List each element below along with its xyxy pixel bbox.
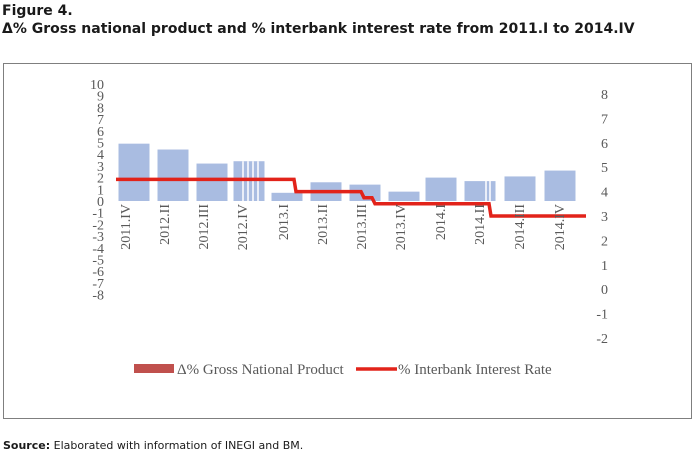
x-axis-tick-label: 2012.IV — [236, 204, 251, 250]
left-axis-tick-label: -8 — [92, 289, 104, 304]
interest-rate-series-line — [116, 177, 586, 218]
x-axis-tick-label: 2012.II — [158, 204, 173, 245]
gnp-bar — [196, 163, 228, 201]
right-axis-tick-label: 5 — [601, 161, 608, 176]
right-axis-tick-label: 3 — [601, 210, 608, 225]
x-axis-ticks: 2011.IV 2012.II 2012.III 2012.IV 2013.I 2013.… — [119, 204, 568, 251]
chart-frame: 10 9 8 7 6 5 4 3 2 1 0 -1 -2 -3 -4 -5 -6 -7 -8 8 7 6 5 4 3 2 1 0 -1… — [3, 63, 692, 419]
x-axis-tick-label: 2013.II — [316, 204, 331, 245]
left-axis-tick-label: -7 — [92, 277, 104, 292]
left-axis-tick-label: 6 — [97, 125, 104, 140]
x-axis-tick-label: 2012.III — [197, 204, 212, 250]
x-axis-tick-label: 2014.II — [473, 204, 488, 245]
x-axis-tick-label: 2014.I — [434, 204, 449, 241]
left-axis-tick-label: 8 — [97, 101, 104, 116]
left-axis-tick-label: 7 — [97, 113, 104, 128]
left-axis-tick-label: 1 — [97, 183, 104, 198]
left-axis-tick-label: -5 — [92, 254, 104, 269]
right-axis-tick-label: 6 — [601, 137, 608, 152]
interest-rate-line — [116, 177, 586, 218]
right-axis-tick-label: 8 — [601, 88, 608, 103]
gnp-bar — [464, 181, 496, 201]
left-axis-tick-label: 3 — [97, 160, 104, 175]
left-axis-tick-label: -6 — [92, 265, 104, 280]
figure-label: Figure 4. — [2, 3, 73, 19]
right-axis-ticks: 8 7 6 5 4 3 2 1 0 -1 -2 — [596, 88, 608, 347]
right-axis-tick-label: 0 — [601, 283, 608, 298]
x-axis-tick-label: 2014.III — [513, 204, 528, 250]
left-axis-tick-label: 0 — [97, 195, 104, 210]
x-axis-tick-label: 2013.IV — [394, 204, 409, 250]
left-axis-tick-label: -3 — [92, 230, 104, 245]
source-text: Elaborated with information of INEGI and… — [50, 439, 304, 452]
left-axis-tick-label: -4 — [92, 242, 104, 257]
left-axis-tick-label: 9 — [97, 90, 104, 105]
x-axis-tick-label: 2013.III — [355, 204, 370, 250]
left-axis-tick-label: -1 — [92, 207, 104, 222]
figure-title: Δ% Gross national product and % interban… — [2, 21, 635, 37]
right-axis-tick-label: 2 — [601, 234, 608, 249]
gnp-bar — [388, 191, 420, 201]
chart-legend: Δ% Gross National Product % Interbank Int… — [134, 362, 552, 378]
left-axis-tick-label: -2 — [92, 218, 104, 233]
gnp-bar — [504, 176, 536, 201]
right-axis-tick-label: 1 — [601, 259, 608, 274]
left-axis-tick-label: 10 — [90, 78, 104, 93]
figure-title-block: Figure 4. Δ% Gross national product and … — [2, 2, 635, 38]
gnp-bar — [118, 143, 150, 201]
x-axis-tick-label: 2014.IV — [553, 204, 568, 250]
left-axis-tick-label: 4 — [97, 148, 104, 163]
gnp-bar — [271, 192, 303, 201]
source-label: Source: — [3, 439, 51, 452]
left-axis-tick-label: 2 — [97, 172, 104, 187]
source-note: Source: Elaborated with information of I… — [3, 439, 303, 452]
gnp-bar — [425, 177, 457, 201]
legend-gnp-label: Δ% Gross National Product — [177, 362, 345, 378]
left-axis-tick-label: 5 — [97, 137, 104, 152]
gnp-bar — [544, 170, 576, 201]
legend-gnp-swatch — [134, 364, 174, 373]
gnp-bar — [157, 149, 189, 201]
x-axis-tick-label: 2011.IV — [119, 204, 134, 250]
right-axis-tick-label: 7 — [601, 112, 608, 127]
right-axis-tick-label: 4 — [601, 186, 608, 201]
right-axis-tick-label: -2 — [596, 332, 608, 347]
x-axis-tick-label: 2013.I — [277, 204, 292, 241]
right-axis-tick-label: -1 — [596, 308, 608, 323]
legend-rate-label: % Interbank Interest Rate — [398, 362, 552, 378]
